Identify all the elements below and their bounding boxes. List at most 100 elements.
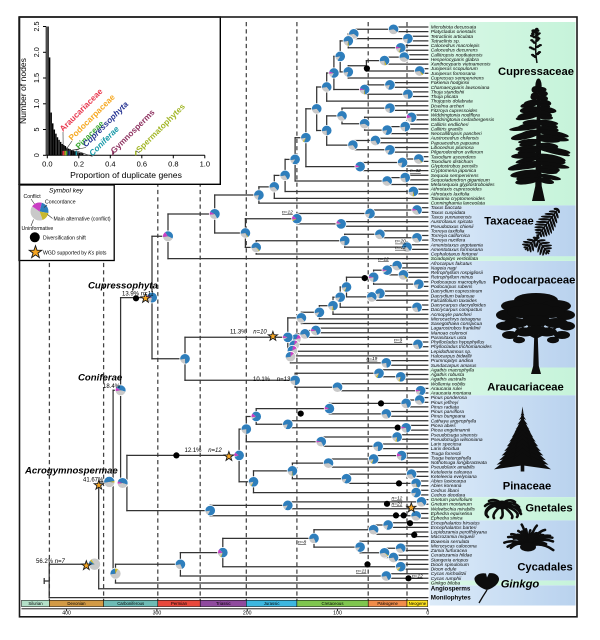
svg-text:Callitris gracilis: Callitris gracilis (431, 127, 464, 133)
svg-text:Larix decidua: Larix decidua (431, 446, 460, 452)
svg-text:Number of nodes: Number of nodes (18, 58, 28, 124)
svg-text:0.4: 0.4 (105, 159, 115, 168)
svg-text:Phyllocladus hypophyllus: Phyllocladus hypophyllus (431, 340, 485, 346)
svg-text:Pinaceae: Pinaceae (503, 481, 552, 493)
svg-text:Sequoia sempervirens: Sequoia sempervirens (431, 173, 479, 179)
svg-text:18.4%: 18.4% (103, 384, 121, 390)
svg-text:Podocarpus macrophyllus: Podocarpus macrophyllus (431, 279, 487, 285)
svg-text:Dacrydium balansae: Dacrydium balansae (431, 293, 475, 299)
svg-text:Calocedrus decurrens: Calocedrus decurrens (431, 48, 479, 54)
svg-text:Thujopsis dolabrata: Thujopsis dolabrata (431, 99, 473, 105)
svg-text:Welwitschia mirabilis: Welwitschia mirabilis (431, 506, 476, 512)
svg-text:0.0: 0.0 (42, 159, 52, 168)
svg-text:1.0: 1.0 (32, 99, 41, 109)
svg-text:Keteleeria calcarea: Keteleeria calcarea (431, 469, 472, 475)
svg-text:Encephalartos hirsutus: Encephalartos hirsutus (431, 520, 480, 526)
svg-text:Keteleeria evelyniana: Keteleeria evelyniana (431, 474, 477, 480)
svg-text:0: 0 (426, 611, 429, 617)
svg-text:Ephedra sinica: Ephedra sinica (431, 516, 463, 522)
svg-text:Cunninghamia lanceolata: Cunninghamia lanceolata (431, 201, 485, 207)
svg-text:Araucaria montana: Araucaria montana (430, 391, 472, 397)
svg-text:Picea engelmannii: Picea engelmannii (431, 428, 471, 434)
svg-text:Amentotaxus argotaenia: Amentotaxus argotaenia (430, 242, 483, 248)
svg-text:Sequoiadendron giganteum: Sequoiadendron giganteum (431, 177, 490, 183)
svg-text:300: 300 (153, 611, 162, 617)
svg-text:Symbol key: Symbol key (49, 188, 84, 195)
svg-text:Abies lasiocarpa: Abies lasiocarpa (430, 479, 467, 485)
svg-text:n=12: n=12 (412, 573, 423, 579)
svg-text:Athrotaxis laxifolia: Athrotaxis laxifolia (430, 191, 470, 197)
svg-text:Metasequoia glyptostroboides: Metasequoia glyptostroboides (431, 182, 495, 188)
svg-text:Cedrus deodara: Cedrus deodara (431, 493, 466, 499)
svg-text:Araucariaceae: Araucariaceae (487, 382, 564, 394)
svg-text:Nothotsuga longibracteata: Nothotsuga longibracteata (431, 460, 487, 466)
svg-text:Taxodium ascendens: Taxodium ascendens (431, 154, 477, 160)
svg-text:Pinus radiata: Pinus radiata (431, 405, 459, 411)
svg-text:Devonian: Devonian (67, 601, 86, 606)
svg-text:Ceratozamia hildae: Ceratozamia hildae (431, 553, 473, 559)
svg-text:Encephalartos barteri: Encephalartos barteri (431, 525, 478, 531)
svg-text:Tetraclinis sp.: Tetraclinis sp. (431, 38, 460, 44)
svg-text:Dacrycarpus compactus: Dacrycarpus compactus (431, 307, 483, 313)
svg-text:Callitropsis nootkatensis: Callitropsis nootkatensis (431, 52, 483, 58)
svg-text:Gnetum parvifolium: Gnetum parvifolium (431, 497, 473, 503)
svg-text:Platycladus orientalis: Platycladus orientalis (431, 29, 477, 35)
svg-text:Dioon edule: Dioon edule (431, 567, 457, 573)
svg-text:Concordance: Concordance (45, 200, 76, 206)
svg-text:Tsuga heterophylla: Tsuga heterophylla (431, 455, 472, 461)
svg-text:2.5: 2.5 (32, 22, 41, 32)
svg-text:0.2: 0.2 (74, 159, 84, 168)
svg-text:Lepidothamnus sp.: Lepidothamnus sp. (431, 349, 472, 355)
svg-text:Triassic: Triassic (216, 601, 231, 606)
svg-text:Saxegothaea conspicua: Saxegothaea conspicua (431, 321, 483, 327)
svg-text:Agathis macrophylla: Agathis macrophylla (430, 367, 475, 373)
svg-text:Pseudotsuga sinensis: Pseudotsuga sinensis (431, 432, 478, 438)
svg-text:Papuacedrus papuana: Papuacedrus papuana (431, 140, 480, 146)
svg-text:Cycadales: Cycadales (517, 562, 572, 574)
svg-text:Dacrydium cupressinum: Dacrydium cupressinum (431, 289, 482, 295)
svg-text:Retrophyllum minus: Retrophyllum minus (431, 275, 474, 281)
svg-text:Taiwania cryptomerioides: Taiwania cryptomerioides (431, 196, 486, 202)
svg-text:56.2% n=7: 56.2% n=7 (36, 559, 66, 565)
svg-text:Ginkgo biloba: Ginkgo biloba (431, 581, 461, 587)
svg-text:Conflict: Conflict (24, 194, 42, 200)
svg-text:13.9% n=11: 13.9% n=11 (122, 292, 154, 298)
svg-text:Nageia nagi: Nageia nagi (431, 266, 458, 272)
svg-text:Cephalotaxus fortunei: Cephalotaxus fortunei (431, 252, 479, 258)
svg-text:Araucaria rulei: Araucaria rulei (430, 386, 463, 392)
svg-text:Wollemia nobilis: Wollemia nobilis (431, 381, 466, 387)
svg-text:Phyllocladus trichomanoides: Phyllocladus trichomanoides (431, 344, 492, 350)
svg-text:Cedrus libani: Cedrus libani (431, 488, 460, 494)
svg-text:WGD supported by Ks plots: WGD supported by Ks plots (43, 251, 107, 257)
svg-text:Chamaecyparis lawsoniana: Chamaecyparis lawsoniana (431, 85, 490, 91)
svg-text:Torreya taxifolia: Torreya taxifolia (431, 228, 465, 234)
svg-text:Bowenia serrulata: Bowenia serrulata (431, 539, 470, 545)
svg-text:Xanthocyparis vietnamensis: Xanthocyparis vietnamensis (430, 62, 491, 68)
svg-text:n=21: n=21 (392, 501, 403, 507)
svg-text:Abies koreana: Abies koreana (430, 483, 462, 489)
svg-text:100: 100 (333, 611, 342, 617)
svg-text:Pseudolarix amabilis: Pseudolarix amabilis (431, 465, 476, 471)
svg-text:n=12: n=12 (378, 257, 389, 263)
svg-text:Podocarpaceae: Podocarpaceae (493, 275, 576, 287)
svg-text:Fokienia hodginsii: Fokienia hodginsii (431, 80, 470, 86)
svg-text:Taxodium distichum: Taxodium distichum (431, 159, 473, 165)
svg-text:Austrocedrus chilensis: Austrocedrus chilensis (430, 136, 480, 142)
svg-text:Taxus cuspidata: Taxus cuspidata (431, 210, 466, 216)
svg-text:n=20: n=20 (395, 239, 406, 245)
svg-text:Jurassic: Jurassic (264, 601, 281, 606)
svg-text:Carboniferous: Carboniferous (117, 601, 144, 606)
svg-text:0: 0 (32, 153, 41, 157)
svg-text:n=8: n=8 (298, 540, 306, 546)
svg-text:Pseudotsuga wilsoniana: Pseudotsuga wilsoniana (431, 437, 483, 443)
svg-text:Tsuga forrestii: Tsuga forrestii (431, 451, 462, 457)
svg-text:Ginkgo: Ginkgo (501, 579, 540, 591)
svg-text:Main alternative (conflict): Main alternative (conflict) (54, 217, 111, 223)
svg-text:Pinus bungeana: Pinus bungeana (431, 414, 466, 420)
svg-text:Widdringtonia nodiflora: Widdringtonia nodiflora (431, 113, 480, 119)
svg-text:5: 5 (32, 128, 41, 132)
svg-text:Monilophytes: Monilophytes (431, 595, 471, 602)
svg-text:Falcatifolium taxoides: Falcatifolium taxoides (431, 298, 478, 304)
svg-text:n=9: n=9 (394, 337, 402, 343)
svg-text:Torreya californica: Torreya californica (431, 233, 470, 239)
